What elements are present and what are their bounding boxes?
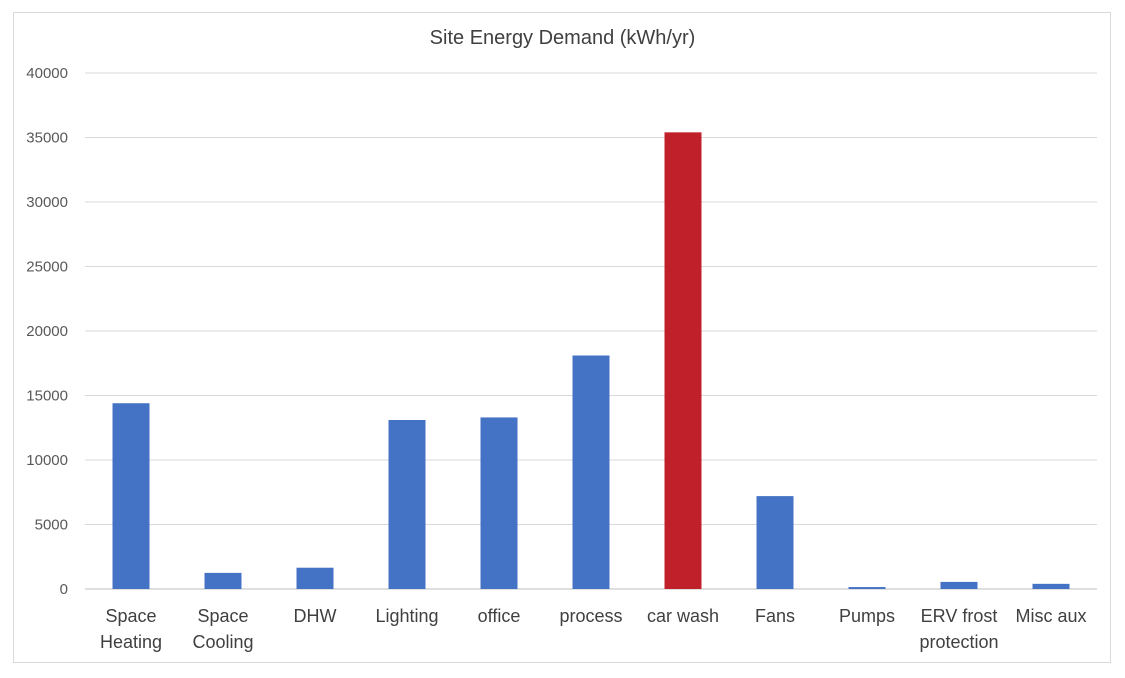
x-category-label: office [478,606,521,626]
x-axis-category-labels: Space Heating Space Cooling DHW Lighting offic… [100,606,1087,652]
chart-title: Site Energy Demand (kWh/yr) [429,27,696,49]
x-category-label: process [559,606,622,626]
x-category-label: car wash [647,606,719,626]
x-category-label: ERV frost [921,606,998,626]
y-tick-label: 40000 [26,65,68,82]
x-category-label: protection [919,632,998,652]
bar [940,581,978,589]
y-tick-label: 5000 [35,517,68,534]
bar [480,417,518,589]
x-category-label: Fans [755,606,795,626]
x-category-label: Space [197,606,248,626]
x-category-label: Lighting [375,606,438,626]
x-category-label: Misc aux [1015,606,1086,626]
y-axis-tick-labels: 0 5000 10000 15000 20000 25000 30000 35000 40000 [26,65,68,598]
y-tick-label: 20000 [26,323,68,340]
bars [112,132,1070,589]
bar [388,420,426,589]
y-tick-label: 30000 [26,194,68,211]
bar [572,355,610,589]
y-tick-label: 15000 [26,388,68,405]
y-tick-label: 10000 [26,452,68,469]
x-category-label: Heating [100,632,162,652]
y-tick-label: 0 [60,581,68,598]
bar [112,403,150,589]
bar [1032,583,1070,589]
bar [848,587,886,589]
bar [296,567,334,589]
y-tick-label: 35000 [26,130,68,147]
x-category-label: DHW [294,606,337,626]
bar [204,572,242,589]
y-tick-label: 25000 [26,259,68,276]
chart-frame [13,12,1111,663]
x-category-label: Cooling [192,632,253,652]
x-category-label: Space [105,606,156,626]
bar [756,496,794,589]
x-category-label: Pumps [839,606,895,626]
bar [664,132,702,589]
